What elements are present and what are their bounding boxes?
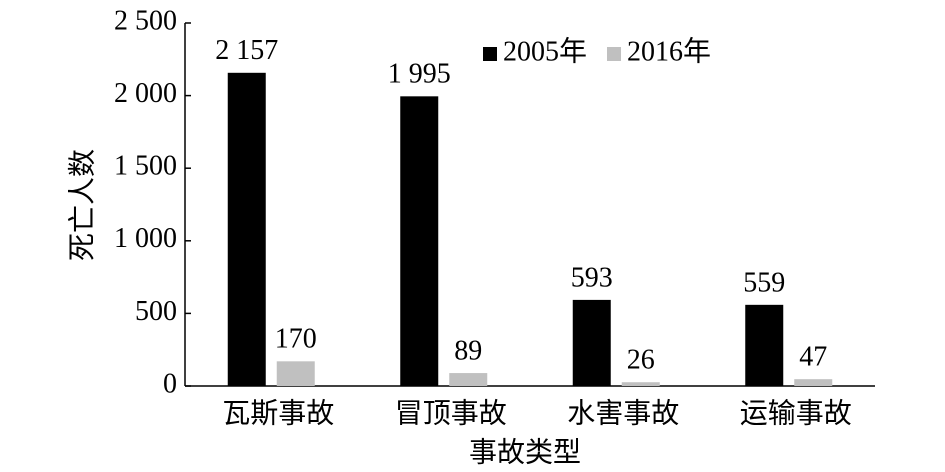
data-label: 47	[799, 342, 827, 373]
bar	[572, 299, 611, 386]
legend-label: 2016年	[627, 35, 711, 67]
x-tick-label: 冒顶事故	[395, 397, 507, 429]
y-axis-title: 死亡人数	[66, 149, 98, 261]
bar	[276, 361, 315, 386]
y-tick-label: 1 000	[114, 223, 177, 254]
x-tick-label: 瓦斯事故	[222, 397, 334, 429]
data-label: 2 157	[215, 35, 278, 66]
legend-label: 2005年	[503, 35, 587, 67]
data-label: 89	[454, 335, 482, 366]
data-label: 559	[743, 267, 785, 298]
x-tick-label: 水害事故	[567, 397, 679, 429]
data-label: 26	[627, 345, 655, 376]
y-tick-label: 500	[135, 296, 177, 327]
y-tick-label: 0	[163, 368, 177, 399]
x-axis-title: 事故类型	[469, 436, 581, 468]
bar	[449, 373, 488, 386]
y-tick-label: 2 000	[114, 78, 177, 109]
bar	[227, 72, 266, 387]
legend-swatch	[607, 47, 622, 61]
x-tick-label: 运输事故	[740, 397, 852, 429]
data-label: 170	[275, 324, 317, 355]
bar	[400, 96, 439, 387]
bar	[745, 304, 784, 386]
data-label: 1 995	[388, 59, 451, 90]
legend-swatch	[483, 47, 497, 61]
y-tick-label: 2 500	[114, 5, 177, 36]
data-label: 593	[571, 262, 613, 293]
bar	[621, 382, 660, 386]
bar	[794, 379, 833, 386]
y-tick-label: 1 500	[114, 151, 177, 182]
